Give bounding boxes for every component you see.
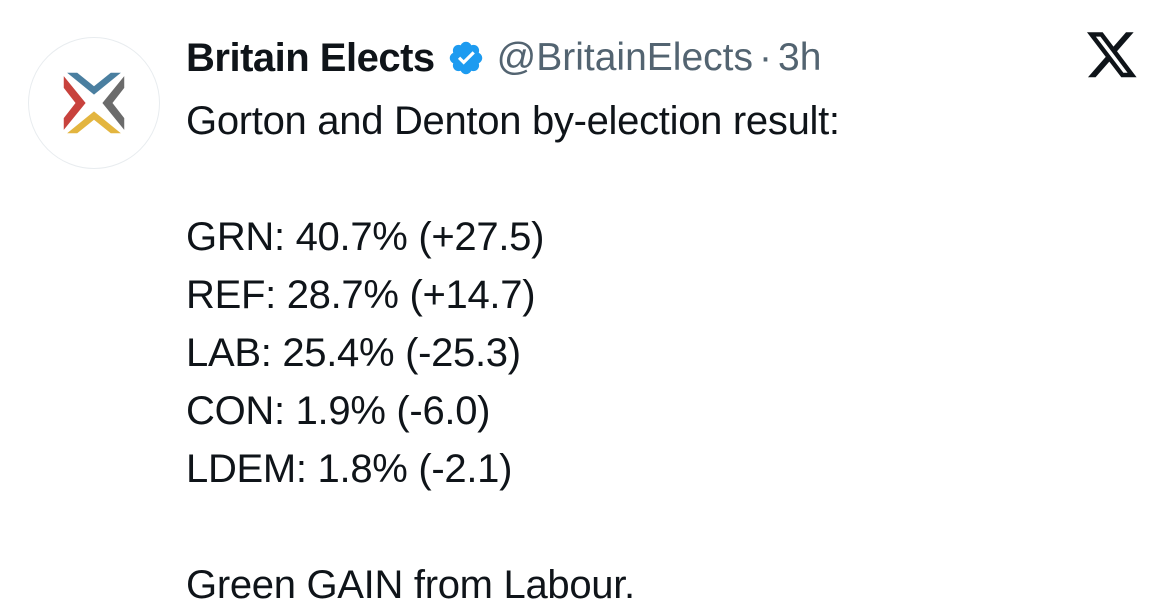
conclusion: Green GAIN from Labour. bbox=[186, 563, 635, 607]
avatar[interactable] bbox=[28, 37, 160, 169]
blank-line bbox=[186, 498, 840, 556]
author-display-name[interactable]: Britain Elects bbox=[186, 35, 435, 80]
result-line: GRN: 40.7% (+27.5) bbox=[186, 215, 545, 259]
verified-badge-icon[interactable] bbox=[447, 39, 485, 77]
author-handle[interactable]: @BritainElects bbox=[496, 36, 753, 79]
timestamp[interactable]: 3h bbox=[778, 36, 822, 79]
tweet-text: Gorton and Denton by-election result: GR… bbox=[186, 92, 840, 614]
x-logo-icon[interactable] bbox=[1085, 32, 1139, 82]
separator-dot: · bbox=[759, 36, 772, 79]
britain-elects-logo-icon bbox=[63, 72, 125, 134]
blank-line bbox=[186, 150, 840, 208]
tweet-header: Britain Elects @BritainElects · 3h bbox=[186, 30, 821, 86]
result-line: CON: 1.9% (-6.0) bbox=[186, 389, 491, 433]
headline: Gorton and Denton by-election result: bbox=[186, 99, 840, 143]
result-line: LAB: 25.4% (-25.3) bbox=[186, 331, 521, 375]
result-line: REF: 28.7% (+14.7) bbox=[186, 273, 536, 317]
result-line: LDEM: 1.8% (-2.1) bbox=[186, 447, 513, 491]
